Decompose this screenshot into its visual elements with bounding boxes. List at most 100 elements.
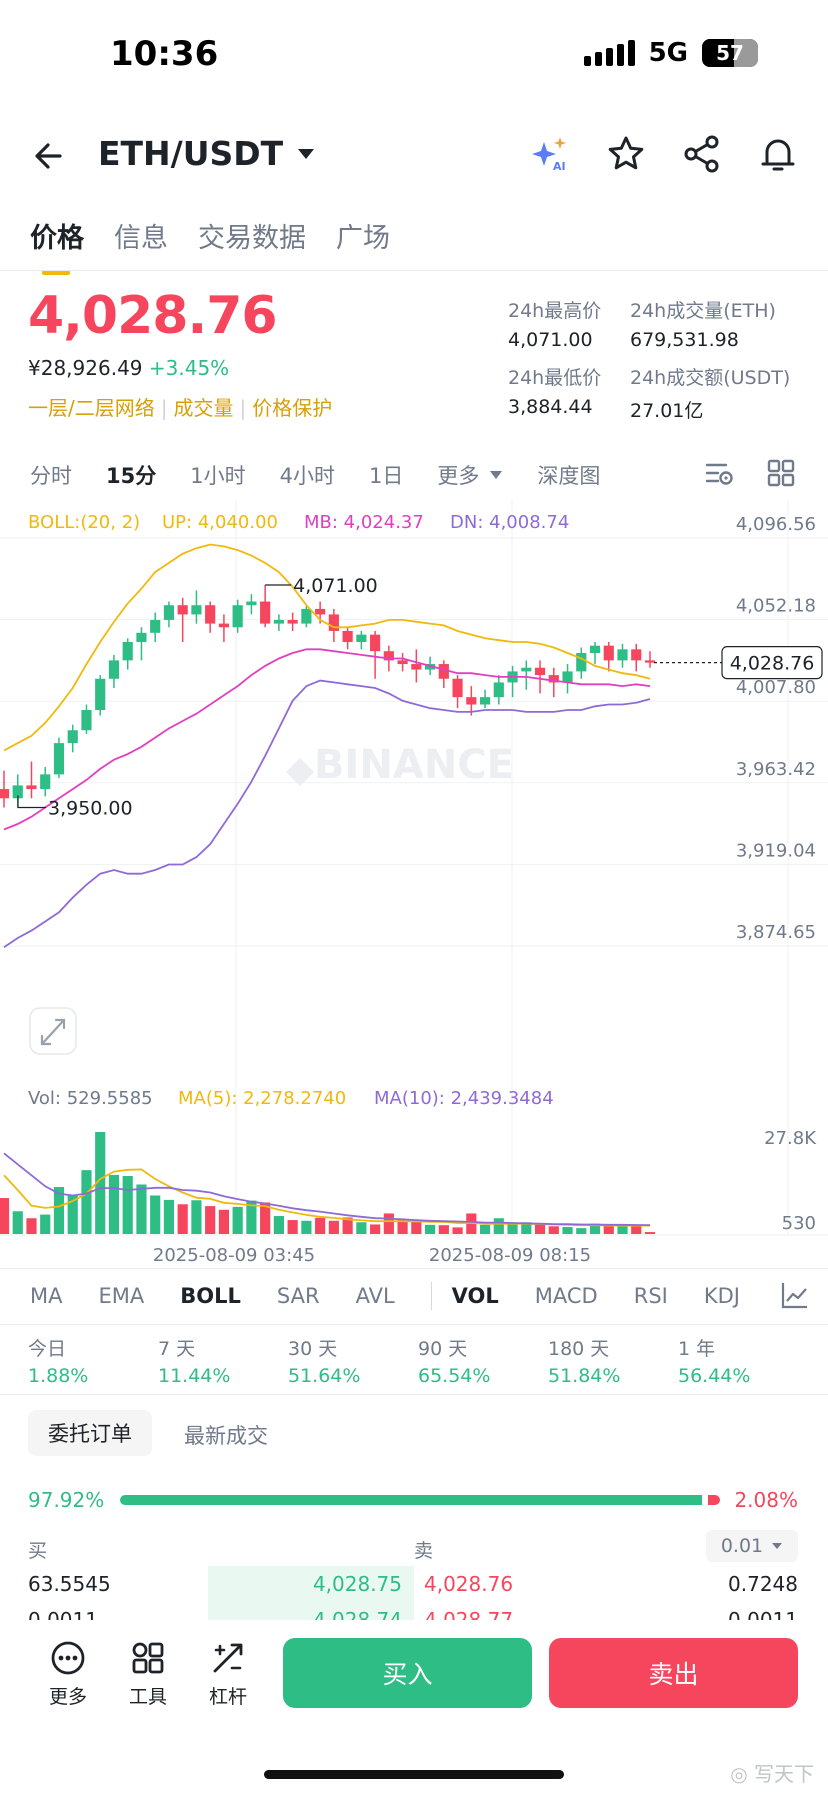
volume-bar [232,1206,243,1234]
leverage-button[interactable]: 杠杆 [198,1640,258,1709]
candle-body [479,697,491,705]
ind-macd[interactable]: MACD [534,1284,598,1308]
tab-recent-trades[interactable]: 最新成交 [184,1424,268,1448]
vol-axis-max: 27.8K [764,1128,817,1149]
tab-square[interactable]: 广场 [336,223,390,254]
boll-up-line [3,543,651,752]
tab-order-book[interactable]: 委托订单 [28,1410,152,1456]
boll-legend: BOLL:(20, 2) [28,512,140,533]
tag-price-protection[interactable]: 价格保护 [252,396,333,420]
indicator-settings-icon[interactable] [780,1280,810,1310]
ind-sar[interactable]: SAR [276,1284,320,1308]
precision-value: 0.01 [720,1535,764,1557]
last-price: 4,028.76 [28,286,278,346]
volume-bar [122,1176,133,1234]
caret-down-icon [772,1543,783,1549]
sell-button[interactable]: 卖出 [549,1638,798,1708]
tf-1h[interactable]: 1小时 [190,464,246,488]
candle-body [397,660,408,665]
volume-bar [562,1227,573,1234]
chart-settings-icon[interactable] [704,458,734,488]
candle-body [260,601,271,624]
volume-bar [507,1223,518,1234]
buy-button[interactable]: 买入 [283,1638,532,1708]
stats-24h: 24h最高价 24h成交量(ETH) 4,071.00 679,531.98 2… [508,296,820,423]
tf-4h[interactable]: 4小时 [279,464,335,488]
boll-mb-line [3,648,651,831]
bell-icon[interactable] [758,134,798,174]
tf-line[interactable]: 分时 [30,464,72,488]
more-button[interactable]: 更多 [38,1640,98,1709]
candle-body [163,605,175,620]
volume-bar [315,1217,326,1234]
vol-ma10-line [3,1152,651,1226]
ai-sparkle-icon[interactable]: AI [530,134,570,174]
candle-body [191,605,202,615]
battery-level: 57 [716,41,744,65]
volume-bars [0,1132,656,1234]
y-axis-tick: 4,096.56 [736,514,816,535]
home-indicator[interactable] [264,1770,564,1779]
indicator-tabs: MA EMA BOLL SAR AVL VOL MACD RSI KDJ [30,1282,776,1310]
ind-avl[interactable]: AVL [355,1284,395,1308]
fullscreen-button[interactable] [29,1007,77,1055]
candles [0,584,656,808]
battery-icon: 57 [702,39,758,67]
candle-body [466,697,477,705]
tools-button[interactable]: 工具 [118,1640,178,1709]
candle-body [452,678,463,698]
candle-body [0,789,10,799]
ind-boll[interactable]: BOLL [180,1284,241,1308]
status-time: 10:36 [110,34,219,74]
back-arrow-icon[interactable] [30,136,70,176]
orderbook-row[interactable]: 63.5545 4,028.75 4,028.76 0.7248 [0,1566,828,1602]
volume-bar [40,1214,51,1234]
precision-select[interactable]: 0.01 [706,1530,798,1562]
candle-body [411,664,422,670]
tf-depth[interactable]: 深度图 [537,464,601,488]
share-icon[interactable] [682,134,722,174]
tag-volume[interactable]: 成交量 [173,396,234,420]
candle-body [576,653,587,672]
indicator-divider-top [0,1268,828,1269]
ind-rsi[interactable]: RSI [633,1284,668,1308]
tab-trading-data[interactable]: 交易数据 [198,223,306,254]
tab-price[interactable]: 价格 [30,216,84,275]
volume-bar [260,1202,271,1234]
favorite-star-icon[interactable] [606,134,646,174]
volume-bar [617,1225,628,1234]
volume-bar [163,1199,175,1234]
leverage-label: 杠杆 [208,1686,247,1708]
tab-info[interactable]: 信息 [114,223,168,254]
pair-title: ETH/USDT [98,134,284,173]
volume-bar [631,1224,642,1234]
candle-body [40,774,51,790]
kline-chart[interactable]: BINANCE 4,096.56 4,052.18 4,007.80 3,963.42… [0,500,828,1270]
tf-more[interactable]: 更多 [437,460,503,490]
candle-body [218,623,230,628]
volume-bar [576,1228,587,1234]
bottom-action-bar: 更多 工具 杠杆 买入 卖出 ◎ 写天下 [0,1620,828,1795]
volume-bar [108,1174,120,1234]
tf-1d[interactable]: 1日 [368,464,404,488]
ind-ema[interactable]: EMA [98,1284,145,1308]
y-axis-tick: 3,919.04 [736,840,816,861]
caret-down-icon [298,148,315,159]
ind-kdj[interactable]: KDJ [703,1284,740,1308]
volume-bar [589,1223,601,1234]
volume-bar [342,1217,353,1234]
ind-ma[interactable]: MA [30,1284,63,1308]
period-returns: 今日 1.88% 7 天 11.44% 30 天 51.64% 90 天 65.54% … [28,1334,808,1387]
candle-body [67,730,78,744]
high-marker: 4,071.00 [293,575,378,597]
grid-layout-icon[interactable] [766,458,796,488]
buy-ratio-fill [120,1495,702,1505]
price-cny-line: ¥28,926.49 +3.45% [28,356,229,380]
pair-selector[interactable]: ETH/USDT [98,134,315,173]
bid-price: 4,028.75 [312,1572,402,1596]
tag-layer-network[interactable]: 一层/二层网络 [28,396,155,420]
tools-label: 工具 [128,1686,167,1708]
tf-15m[interactable]: 15分 [106,464,157,488]
ind-vol[interactable]: VOL [451,1284,499,1308]
tabs-divider [0,270,828,271]
